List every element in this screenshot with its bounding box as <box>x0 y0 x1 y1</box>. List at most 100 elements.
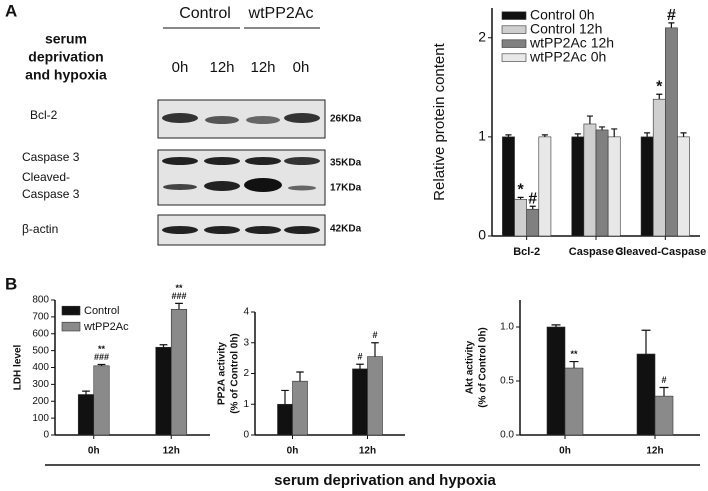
significance-mark: # <box>357 352 362 362</box>
bar <box>665 27 678 237</box>
band <box>284 157 320 165</box>
error-bar <box>599 126 606 130</box>
protein-label: Caspase 3 <box>22 187 80 201</box>
band <box>162 113 198 123</box>
y-axis-label: (% of Control 0h) <box>478 327 489 408</box>
x-tick-label: 12h <box>163 446 180 457</box>
bar <box>292 380 308 436</box>
condition-label: serum <box>45 31 87 47</box>
error-bar <box>569 360 579 369</box>
bar <box>502 136 515 237</box>
significance-mark: * <box>656 78 663 95</box>
error-bar <box>82 390 90 395</box>
y-axis-label: (% of Control 0h) <box>230 333 241 414</box>
legend-label: Control 12h <box>530 21 602 37</box>
size-label: 17KDa <box>330 183 362 194</box>
lane-label: 0h <box>293 59 310 76</box>
bar <box>654 395 674 436</box>
legend-label: Control <box>84 305 119 317</box>
x-tick-label: Caspase 3 <box>569 246 623 258</box>
y-tick-label: 200 <box>32 396 49 407</box>
bar <box>352 368 368 436</box>
size-label: 42KDa <box>330 224 362 235</box>
bar <box>526 208 540 237</box>
band <box>204 181 240 191</box>
protein-label: Caspase 3 <box>22 150 80 164</box>
x-tick-label: 12h <box>646 446 663 457</box>
significance-mark: # <box>667 7 676 24</box>
y-tick-label: 700 <box>32 312 49 323</box>
protein-label: Bcl-2 <box>30 108 58 122</box>
legend-swatch <box>61 321 81 332</box>
error-bar <box>356 363 364 369</box>
y-tick-label: 400 <box>32 362 49 373</box>
y-tick-label: 2 <box>478 28 486 44</box>
bar <box>571 136 585 237</box>
group-label: wtPP2Ac <box>248 5 314 22</box>
band <box>205 116 239 124</box>
band <box>204 157 240 165</box>
x-tick-label: 12h <box>359 446 376 457</box>
y-tick-label: 500 <box>32 345 49 356</box>
legend-swatch <box>501 39 527 48</box>
bar <box>367 356 383 436</box>
legend-swatch <box>501 11 527 20</box>
significance-mark: ** <box>98 344 106 354</box>
bar <box>514 199 527 237</box>
y-tick-label: 4 <box>243 307 249 318</box>
bar <box>652 98 666 237</box>
bar <box>640 136 654 237</box>
y-tick-label: 600 <box>32 328 49 339</box>
bar <box>607 136 621 237</box>
y-axis-label: PP2A activity <box>217 342 228 405</box>
significance-mark: ** <box>570 349 578 359</box>
y-axis-label: Relative protein content <box>431 42 448 200</box>
legend-label: Control 0h <box>530 7 595 23</box>
error-bar <box>659 386 669 397</box>
error-bar <box>574 133 581 137</box>
panel-label: B <box>5 274 17 293</box>
lane-label: 12h <box>250 59 275 76</box>
bar <box>564 367 584 436</box>
significance-mark: ** <box>175 283 183 293</box>
y-axis-label: Akt activity <box>465 340 476 394</box>
size-label: 35KDa <box>330 158 362 169</box>
legend-swatch <box>61 305 81 316</box>
error-bar <box>586 115 593 124</box>
band <box>284 226 320 234</box>
y-tick-label: 0.0 <box>500 430 514 441</box>
band <box>162 157 198 165</box>
y-axis-label: LDH level <box>13 344 24 390</box>
error-bar <box>505 134 512 137</box>
error-bar <box>529 205 536 210</box>
lane-label: 12h <box>209 59 234 76</box>
band <box>163 184 197 190</box>
band <box>204 226 240 234</box>
blot <box>157 99 326 246</box>
condition-label: deprivation <box>28 49 103 65</box>
bar <box>93 365 110 436</box>
error-bar <box>296 371 304 382</box>
y-tick-label: 100 <box>32 413 49 424</box>
x-tick-label: 0h <box>559 446 571 457</box>
legend-swatch <box>501 53 527 62</box>
bar <box>277 403 293 436</box>
bar <box>677 136 690 237</box>
significance-mark: ### <box>171 291 186 301</box>
bar <box>583 123 597 237</box>
legend-label: wtPP2Ac 0h <box>529 49 606 65</box>
panel-label: A <box>5 1 17 20</box>
y-tick-label: 300 <box>32 379 49 390</box>
error-bar <box>668 22 675 28</box>
y-tick-label: 0 <box>478 227 486 243</box>
error-bar <box>541 134 548 137</box>
y-tick-label: 800 <box>32 295 49 306</box>
significance-mark: ### <box>94 352 109 362</box>
legend-swatch <box>501 25 527 34</box>
group-label: Control <box>179 5 231 22</box>
legend-label: wtPP2Ac 12h <box>529 35 614 51</box>
bar <box>77 394 95 436</box>
band <box>245 157 281 165</box>
significance-mark: # <box>661 375 666 385</box>
